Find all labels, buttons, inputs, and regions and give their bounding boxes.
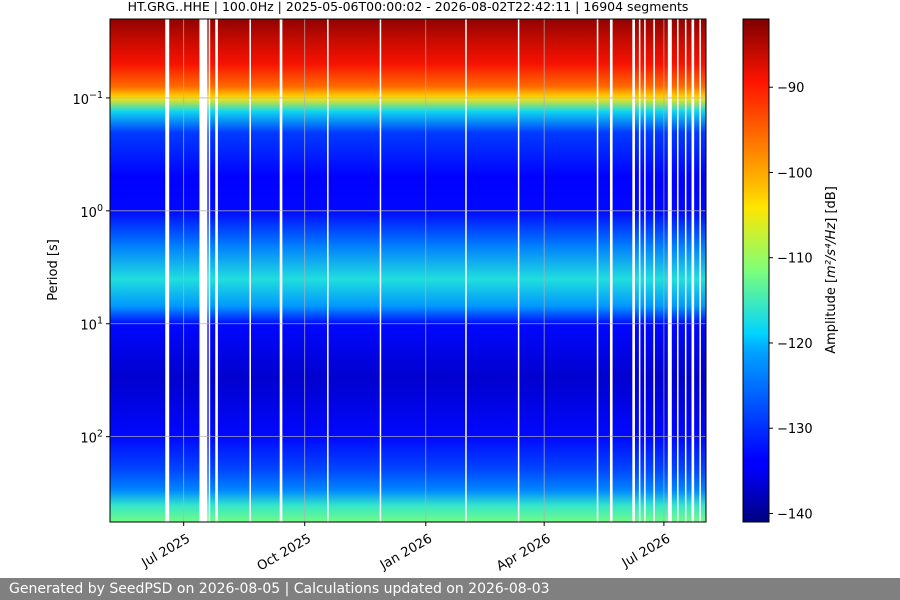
- heatmap-band: [110, 306, 706, 325]
- heatmap-band: [110, 504, 706, 522]
- x-tick-label: Oct 2025: [255, 531, 314, 574]
- data-gap: [699, 19, 701, 522]
- data-gap: [215, 19, 218, 522]
- heatmap-band: [110, 131, 706, 178]
- heatmap-band: [110, 490, 706, 506]
- heatmap-band: [110, 436, 706, 472]
- data-gap: [517, 19, 520, 522]
- colorbar-label: Amplitude [m²/s⁴/Hz] [dB]: [824, 186, 839, 354]
- x-axis: Jul 2025 Oct 2025 Jan 2026 Apr 2026 Jul 2026: [139, 522, 673, 574]
- heatmap-band: [110, 97, 706, 112]
- heatmap-bands: [110, 19, 706, 522]
- heatmap-band: [110, 210, 706, 246]
- colorbar-tick-label: −130: [777, 422, 813, 437]
- footer-text: Generated by SeedPSD on 2026-08-05 | Cal…: [9, 581, 550, 597]
- heatmap-band: [110, 38, 706, 65]
- plot-frame: [109, 18, 707, 523]
- data-gap: [684, 19, 687, 522]
- x-tick-label: Apr 2026: [494, 531, 553, 574]
- data-gaps: [165, 19, 701, 522]
- data-gap: [327, 19, 329, 522]
- y-tick-label: 100: [80, 203, 103, 221]
- data-gap: [279, 19, 283, 522]
- data-gap: [667, 19, 672, 522]
- data-gap: [677, 19, 679, 522]
- heatmap-band: [110, 63, 706, 88]
- x-tick-label: Jul 2026: [619, 531, 673, 571]
- x-tick-label: Jul 2025: [139, 531, 193, 571]
- heatmap-band: [110, 278, 706, 307]
- data-gap: [199, 19, 208, 522]
- y-axis: 10−1 100 101 102: [72, 90, 110, 447]
- heatmap-band: [110, 110, 706, 133]
- data-gap: [638, 19, 641, 522]
- gridlines: [110, 19, 706, 522]
- y-tick-label: 101: [80, 316, 103, 334]
- heatmap-band: [110, 86, 706, 99]
- data-gap: [691, 19, 695, 522]
- data-gap: [596, 19, 599, 522]
- colorbar-tick-label: −110: [777, 252, 813, 267]
- colorbar-gradient: [742, 18, 770, 523]
- data-gap: [379, 19, 382, 522]
- data-gap: [632, 19, 635, 522]
- data-gap: [609, 19, 613, 522]
- data-gap: [165, 19, 170, 522]
- data-gap: [644, 19, 646, 522]
- heatmap-band: [110, 19, 706, 40]
- colorbar-tick-label: −120: [777, 337, 813, 352]
- y-tick-label: 10−1: [72, 90, 103, 108]
- data-gap: [465, 19, 467, 522]
- heatmap-band: [110, 244, 706, 280]
- y-tick-label: 102: [80, 429, 103, 447]
- colorbar-ticks: −90 −100 −110 −120 −130 −140: [769, 81, 813, 522]
- colorbar-tick-label: −100: [777, 166, 813, 181]
- data-gap: [653, 19, 655, 522]
- heatmap-band: [110, 323, 706, 379]
- colorbar: −90 −100 −110 −120 −130 −140 Amplitude [m²/s⁴…: [742, 18, 839, 523]
- x-tick-label: Jan 2026: [377, 531, 435, 573]
- y-axis-label: Period [s]: [46, 239, 61, 301]
- spectrogram-chart: HT.GRG..HHE | 100.0Hz | 2025-05-06T00:00…: [46, 0, 839, 574]
- chart-title: HT.GRG..HHE | 100.0Hz | 2025-05-06T00:00…: [128, 0, 689, 14]
- colorbar-tick-label: −140: [777, 507, 813, 522]
- heatmap-band: [110, 470, 706, 492]
- colorbar-tick-label: −90: [777, 81, 804, 96]
- heatmap-band: [110, 377, 706, 438]
- data-gap: [249, 19, 251, 522]
- plot-area: [110, 19, 706, 522]
- footer-bar: Generated by SeedPSD on 2026-08-05 | Cal…: [0, 578, 900, 600]
- heatmap-band: [110, 176, 706, 212]
- data-gap: [208, 19, 211, 522]
